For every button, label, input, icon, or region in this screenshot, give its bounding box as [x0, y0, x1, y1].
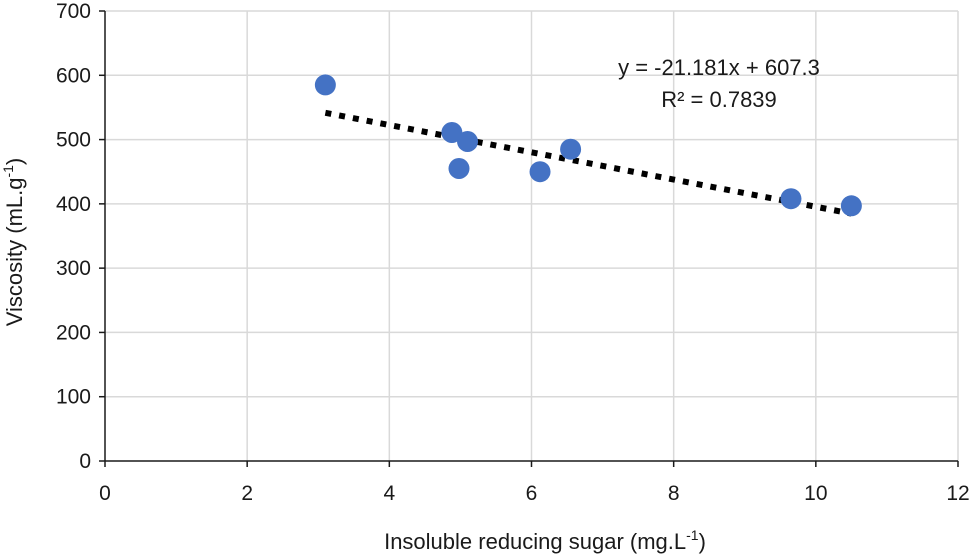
- y-tick-label-600: 600: [56, 64, 91, 87]
- x-tick-label-8: 8: [668, 482, 680, 505]
- y-tick-label-200: 200: [56, 321, 91, 344]
- vertical-gridlines: [246, 11, 959, 461]
- y-tick-label-400: 400: [56, 193, 91, 216]
- x-tick-labels: 0 2 4 6 8 10 12: [99, 482, 970, 505]
- data-point-3: [457, 131, 479, 152]
- data-points: [314, 74, 862, 217]
- x-tick-label-6: 6: [526, 482, 538, 505]
- x-axis-title: Insoluble reducing sugar (mg.L-1): [384, 527, 706, 554]
- y-tick-labels: 0 100 200 300 400 500 600 700: [56, 0, 91, 473]
- x-tick-label-2: 2: [241, 482, 253, 505]
- y-tick-label-100: 100: [56, 386, 91, 409]
- horizontal-gridlines: [105, 10, 958, 398]
- axes: [99, 10, 959, 467]
- y-tick-label-500: 500: [56, 129, 91, 152]
- trendline-equation: y = -21.181x + 607.3: [618, 55, 820, 80]
- data-point-4: [448, 158, 470, 179]
- trendline: [324, 109, 852, 217]
- x-tick-label-0: 0: [99, 482, 111, 505]
- y-tick-label-700: 700: [56, 0, 91, 23]
- x-tick-label-12: 12: [946, 482, 969, 505]
- data-point-6: [560, 138, 582, 160]
- y-axis-title: Viscosity (mL.g-1): [0, 158, 27, 327]
- data-point-7: [780, 188, 802, 210]
- y-tick-label-300: 300: [56, 257, 91, 280]
- data-point-1: [314, 74, 336, 96]
- trendline-r-squared: R² = 0.7839: [661, 87, 777, 112]
- data-point-5: [529, 161, 551, 183]
- data-point-2: [441, 122, 463, 143]
- y-tick-label-0: 0: [79, 450, 91, 473]
- trendline-group: [324, 109, 852, 217]
- x-tick-label-4: 4: [383, 482, 395, 505]
- data-point-8: [840, 195, 862, 217]
- x-tick-label-10: 10: [804, 482, 827, 505]
